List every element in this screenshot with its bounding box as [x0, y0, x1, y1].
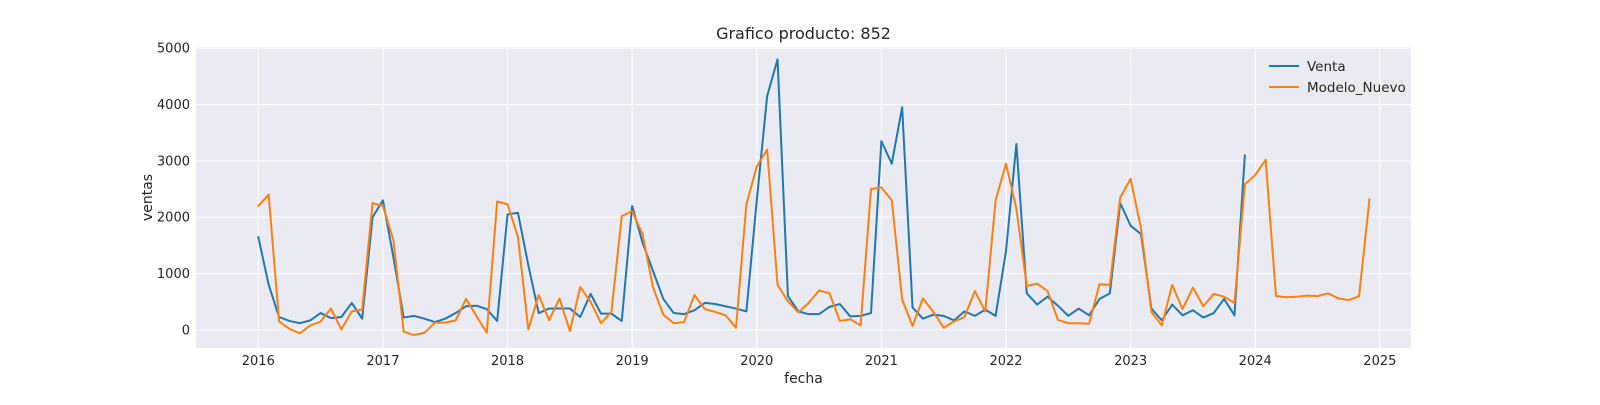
legend-label-modelo-nuevo: Modelo_Nuevo: [1307, 80, 1406, 96]
y-tick-label: 5000: [157, 42, 190, 57]
x-tick-label: 2024: [1239, 354, 1272, 369]
y-axis-label: ventas: [140, 174, 156, 221]
x-tick-label: 2019: [616, 354, 649, 369]
y-axis-ticks: 0 1000 2000 3000 4000 5000: [157, 42, 190, 339]
x-tick-label: 2016: [242, 354, 275, 369]
x-tick-label: 2018: [491, 354, 524, 369]
x-tick-label: 2020: [740, 354, 773, 369]
legend-label-venta: Venta: [1307, 59, 1346, 75]
x-tick-label: 2025: [1363, 354, 1396, 369]
y-tick-label: 0: [182, 323, 190, 338]
x-tick-label: 2021: [865, 354, 898, 369]
chart-title: Grafico producto: 852: [716, 24, 891, 43]
y-tick-label: 1000: [157, 267, 190, 282]
grid: [196, 47, 1411, 348]
x-tick-label: 2023: [1114, 354, 1147, 369]
series-lines: [257, 58, 1371, 337]
plot-area: [196, 47, 1411, 348]
x-axis-label: fecha: [784, 371, 823, 387]
y-tick-label: 4000: [157, 98, 190, 113]
y-tick-label: 2000: [157, 211, 190, 226]
x-axis-ticks: 2016 2017 2018 2019 2020 2021 2022 2023 2024 2025: [242, 354, 1397, 369]
series-line-venta: [257, 58, 1246, 325]
y-tick-label: 3000: [157, 154, 190, 169]
legend: Venta Modelo_Nuevo: [1269, 59, 1406, 96]
x-tick-label: 2017: [366, 354, 399, 369]
series-line-modelo-nuevo: [257, 148, 1371, 337]
x-tick-label: 2022: [989, 354, 1022, 369]
